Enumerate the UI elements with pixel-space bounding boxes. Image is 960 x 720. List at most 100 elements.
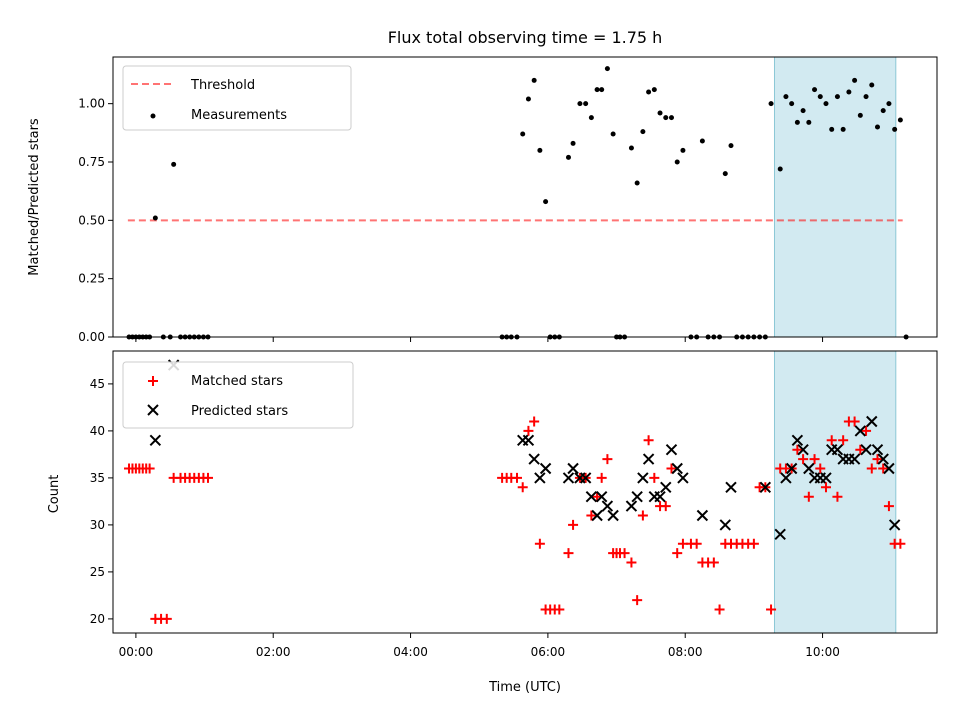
matched-star-point xyxy=(511,472,522,483)
measurement-point xyxy=(806,119,812,125)
x-axis-label: Time (UTC) xyxy=(488,680,561,695)
measurement-point xyxy=(880,108,886,114)
predicted-star-point xyxy=(785,462,798,475)
measurement-point xyxy=(897,117,903,123)
matched-star-point xyxy=(792,444,803,455)
measurement-point xyxy=(852,77,858,83)
predicted-star-point xyxy=(803,462,815,475)
predicted-star-point xyxy=(820,472,832,484)
top-x-axis xyxy=(135,337,824,342)
measurement-point xyxy=(699,138,705,144)
matched-star-point xyxy=(649,472,660,483)
matched-star-point xyxy=(568,519,579,530)
matched-star-point xyxy=(672,548,683,559)
measurement-point xyxy=(794,119,800,125)
matched-star-point xyxy=(861,425,872,436)
measurement-point xyxy=(840,126,846,132)
matched-star-point xyxy=(832,491,843,502)
measurement-point xyxy=(525,96,531,102)
bottom-legend-box xyxy=(122,361,354,429)
predicted-star-point xyxy=(607,509,619,522)
predicted-star-point xyxy=(866,415,878,428)
measurement-point xyxy=(583,101,589,107)
top-ytick-label: 0.25 xyxy=(78,272,105,286)
measurement-point xyxy=(604,66,610,72)
bottom-axes-frame xyxy=(112,350,938,634)
predicted-star-point xyxy=(625,500,638,512)
legend-plus-marker xyxy=(148,376,158,386)
predicted-star-point xyxy=(528,453,540,465)
predicted-star-point xyxy=(562,472,575,484)
top-shaded-region xyxy=(773,56,897,338)
predicted-star-point xyxy=(719,519,731,531)
predicted-star-point xyxy=(797,443,809,456)
matched-star-point xyxy=(691,538,702,549)
top-y-axis: 0.00 0.25 0.50 0.75 1.00 xyxy=(78,97,113,344)
matched-star-point xyxy=(202,472,213,483)
predicted-star-point xyxy=(791,434,804,447)
measurement-point xyxy=(892,126,898,132)
measurement-point xyxy=(594,87,600,93)
predicted-star-point xyxy=(642,453,655,465)
predicted-star-point xyxy=(883,462,895,475)
measurement-point xyxy=(640,129,646,135)
measurement-point xyxy=(610,131,616,137)
matched-star-point xyxy=(838,435,849,446)
predicted-star-point xyxy=(637,472,649,484)
predicted-star-point xyxy=(591,509,603,522)
measurement-point xyxy=(171,161,177,167)
predicted-star-point xyxy=(671,462,683,475)
bottom-y-axis-label: Count xyxy=(47,475,62,514)
matched-star-point xyxy=(866,463,877,474)
bottom-ytick-label: 30 xyxy=(90,518,105,532)
predicted-star-point xyxy=(149,434,162,447)
bottom-ytick-label: 35 xyxy=(90,471,105,485)
predicted-star-point xyxy=(759,481,772,494)
measurement-point xyxy=(651,87,657,93)
measurement-point xyxy=(869,82,875,88)
legend-predicted-label: Predicted stars xyxy=(191,404,288,419)
matched-star-point xyxy=(586,510,597,521)
predicted-star-point xyxy=(774,528,786,541)
matched-star-point xyxy=(826,435,837,446)
predicted-star-point xyxy=(665,443,678,456)
bottom-predicted-points xyxy=(149,359,901,541)
matched-star-point xyxy=(878,463,889,474)
matched-star-point xyxy=(849,416,860,427)
bottom-ytick-label: 25 xyxy=(90,565,105,579)
predicted-star-point xyxy=(585,490,598,503)
matched-star-point xyxy=(895,538,906,549)
bottom-x-axis: 00:00 02:00 04:00 06:00 08:00 10:00 xyxy=(119,633,840,659)
matched-star-point xyxy=(666,463,677,474)
chart-title: Flux total observing time = 1.75 h xyxy=(388,28,663,47)
matched-star-point xyxy=(714,604,725,615)
measurement-point xyxy=(152,215,158,221)
matched-star-point xyxy=(626,557,637,568)
legend-matched-label: Matched stars xyxy=(191,374,283,389)
matched-star-point xyxy=(161,613,172,624)
matched-star-point xyxy=(708,557,719,568)
top-ytick-label: 0.00 xyxy=(78,330,105,344)
bottom-y-axis: 20 25 30 35 40 45 xyxy=(90,377,113,626)
matched-star-point xyxy=(809,454,820,465)
top-axes-frame xyxy=(112,56,938,338)
measurement-point xyxy=(674,159,680,165)
measurement-point xyxy=(577,101,583,107)
predicted-star-point xyxy=(854,425,867,437)
bottom-xtick-label: 04:00 xyxy=(393,645,428,659)
measurement-point xyxy=(646,89,652,95)
measurement-point xyxy=(857,112,863,118)
measurement-point xyxy=(680,147,686,153)
top-panel: 0.00 0.25 0.50 0.75 1.00 Matched/Predicted s… xyxy=(27,56,938,344)
measurement-point xyxy=(628,145,634,151)
top-ytick-label: 0.75 xyxy=(78,155,105,169)
matched-star-point xyxy=(815,463,826,474)
matched-star-point xyxy=(803,491,814,502)
predicted-star-point xyxy=(848,453,861,465)
predicted-star-point xyxy=(888,519,901,531)
measurement-point xyxy=(812,87,818,93)
measurement-point xyxy=(531,77,537,83)
bottom-ytick-label: 40 xyxy=(90,424,105,438)
measurement-point xyxy=(846,89,852,95)
measurement-point xyxy=(668,115,674,121)
